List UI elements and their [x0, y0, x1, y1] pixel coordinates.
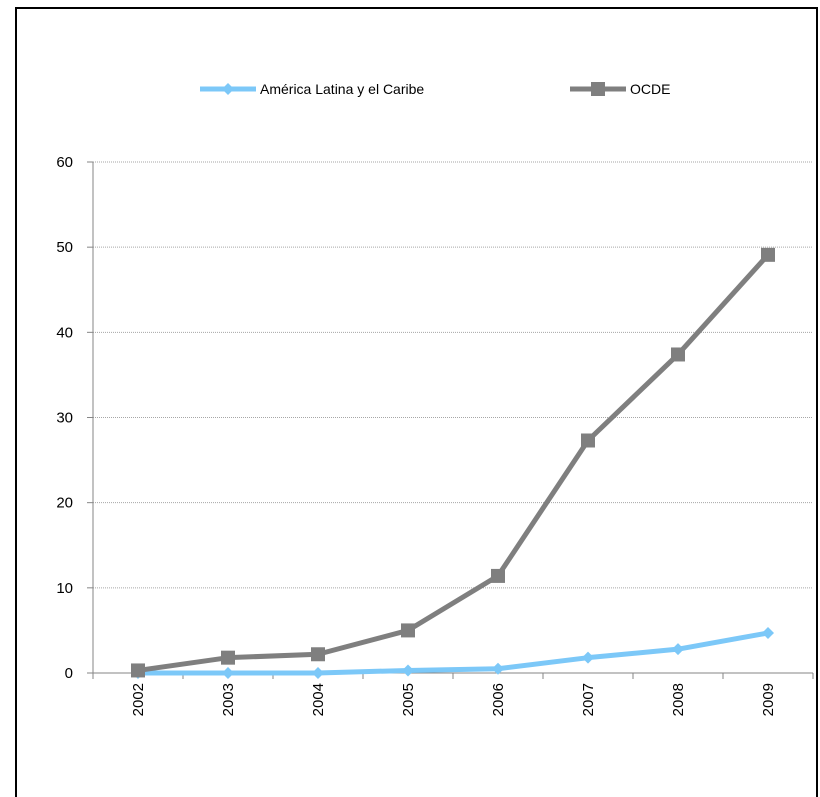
series-line	[135, 630, 771, 676]
y-tick-label: 30	[56, 410, 73, 427]
series-ocde	[131, 247, 775, 678]
y-tick-label: 10	[56, 580, 73, 597]
x-tick-labels: 2002 2003 2004 2005 2006 2007 2008 2009	[130, 683, 777, 716]
x-tick-label: 2007	[580, 683, 597, 716]
axes	[87, 161, 814, 679]
y-tick-label: 50	[56, 239, 73, 256]
data-point-diamond	[492, 662, 504, 675]
data-point-square	[491, 568, 505, 583]
legend-label: América Latina y el Caribe	[260, 81, 424, 97]
legend-label: OCDE	[630, 81, 670, 97]
data-point-square	[401, 623, 415, 638]
legend-marker	[591, 82, 605, 96]
x-tick-label: 2009	[760, 683, 777, 716]
y-tick-label: 0	[65, 665, 73, 682]
data-point-square	[761, 247, 775, 262]
x-tick-label: 2002	[130, 683, 147, 716]
data-point-square	[311, 647, 325, 662]
series	[131, 247, 775, 679]
data-point-diamond	[762, 626, 774, 639]
legend: América Latina y el Caribe OCDE	[200, 81, 670, 97]
y-tick-labels: 0 10 20 30 40 50 60	[56, 154, 73, 682]
data-point-square	[221, 650, 235, 665]
data-point-diamond	[402, 664, 414, 677]
x-tick-label: 2004	[310, 683, 327, 716]
x-tick-label: 2008	[670, 683, 687, 716]
gridlines	[93, 161, 813, 589]
y-tick-label: 60	[56, 154, 73, 171]
series-line	[135, 252, 771, 673]
data-point-diamond	[222, 667, 234, 679]
data-point-square	[131, 663, 145, 678]
data-point-diamond	[582, 651, 594, 664]
x-tick-label: 2003	[220, 683, 237, 716]
data-point-square	[671, 347, 685, 362]
legend-marker	[222, 83, 234, 95]
x-tick-label: 2006	[490, 683, 507, 716]
data-point-diamond	[312, 667, 324, 679]
y-tick-label: 20	[56, 495, 73, 512]
y-tick-label: 40	[56, 324, 73, 341]
legend-item: América Latina y el Caribe	[200, 81, 424, 97]
legend-item: OCDE	[570, 81, 670, 97]
data-point-square	[581, 433, 595, 448]
chart-frame	[15, 7, 818, 797]
data-point-diamond	[672, 643, 684, 656]
x-tick-label: 2005	[400, 683, 417, 716]
